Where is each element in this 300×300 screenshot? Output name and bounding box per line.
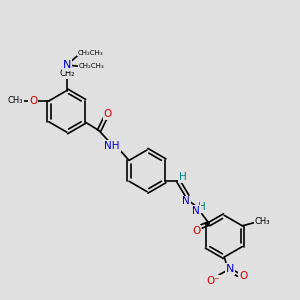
Text: N: N: [182, 196, 190, 206]
Text: NH: NH: [104, 141, 120, 151]
Text: CH₃: CH₃: [8, 97, 23, 106]
Text: O: O: [29, 96, 38, 106]
Text: H: H: [198, 202, 206, 212]
Text: O: O: [192, 226, 200, 236]
Text: O⁻: O⁻: [207, 276, 220, 286]
Text: O: O: [104, 109, 112, 119]
Text: N: N: [226, 264, 234, 274]
Text: H: H: [179, 172, 187, 182]
Text: CH₂CH₃: CH₂CH₃: [79, 63, 104, 69]
Text: CH₃: CH₃: [255, 218, 270, 226]
Text: CH₂: CH₂: [59, 69, 74, 78]
Text: N: N: [192, 206, 200, 216]
Text: CH₂CH₃: CH₂CH₃: [78, 50, 104, 56]
Text: N: N: [63, 60, 71, 70]
Text: O: O: [239, 271, 248, 281]
